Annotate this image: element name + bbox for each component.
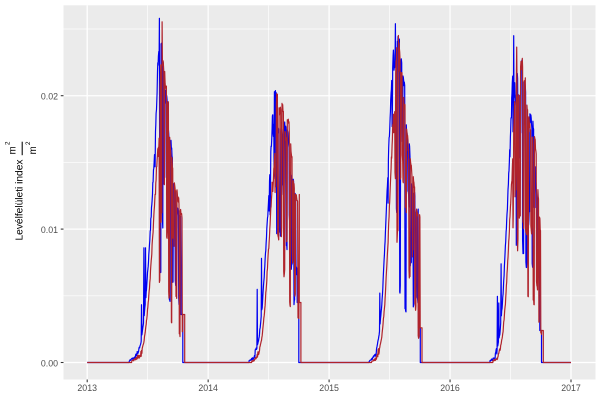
svg-text:2013: 2013 bbox=[77, 383, 97, 393]
svg-text:0.00: 0.00 bbox=[41, 358, 58, 368]
svg-text:2016: 2016 bbox=[440, 383, 460, 393]
svg-text:0.01: 0.01 bbox=[41, 225, 58, 235]
svg-text:0.02: 0.02 bbox=[41, 92, 58, 102]
svg-text:2015: 2015 bbox=[319, 383, 339, 393]
svg-text:2014: 2014 bbox=[198, 383, 218, 393]
svg-text:Levélfelületi index: Levélfelületi index bbox=[15, 160, 26, 241]
svg-text:2017: 2017 bbox=[561, 383, 581, 393]
